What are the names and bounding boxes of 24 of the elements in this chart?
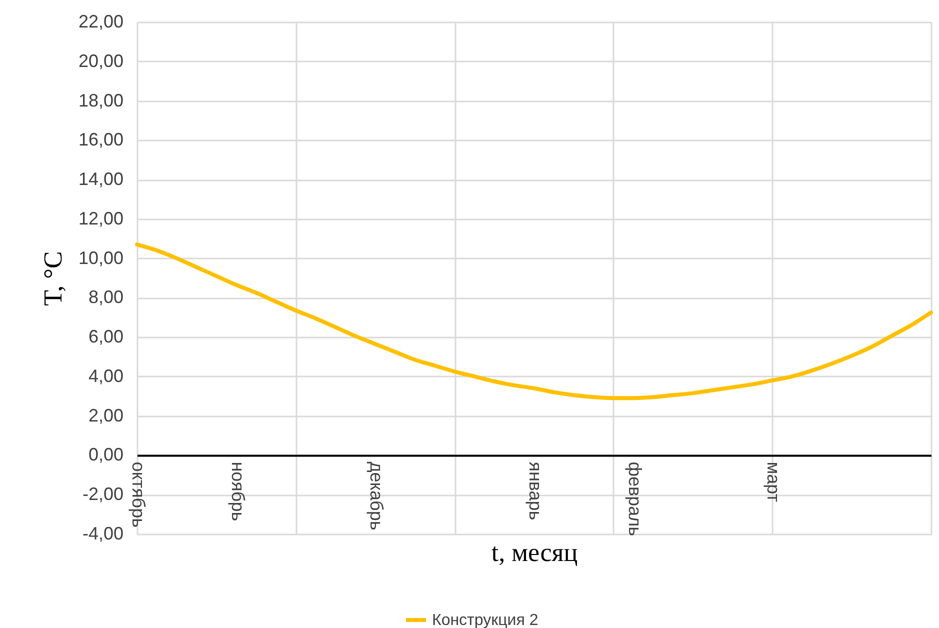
x-tick-label: декабрь [366, 462, 387, 530]
y-tick-label: 10,00 [78, 248, 124, 268]
x-tick-label: октябрь [128, 462, 148, 528]
y-tick-label: 18,00 [78, 90, 124, 110]
line-series [135, 242, 933, 400]
y-tick-label: 14,00 [78, 169, 124, 190]
y-tick-label: -4,00 [82, 524, 124, 544]
x-tick-label: март [764, 462, 784, 502]
y-tick-label: -2,00 [82, 484, 124, 504]
y-tick-label: 0,00 [88, 444, 124, 465]
x-tick-label: январь [526, 462, 546, 520]
y-tick-label: 8,00 [88, 287, 124, 308]
y-tick-label: 20,00 [78, 50, 124, 71]
x-axis-title: t, месяц [491, 538, 578, 568]
y-tick-label: 22,00 [78, 12, 124, 32]
y-tick-label: 2,00 [88, 405, 124, 426]
y-tick-label: 16,00 [78, 130, 124, 150]
x-tick-label: февраль [624, 462, 645, 536]
y-tick-label: 4,00 [88, 366, 124, 386]
y-tick-label: 12,00 [78, 208, 124, 228]
y-tick-label: 6,00 [88, 326, 124, 347]
y-axis-title: T, °C [38, 251, 68, 306]
legend-label: Конструкция 2 [432, 612, 538, 628]
x-tick-label: ноябрь [228, 462, 248, 522]
